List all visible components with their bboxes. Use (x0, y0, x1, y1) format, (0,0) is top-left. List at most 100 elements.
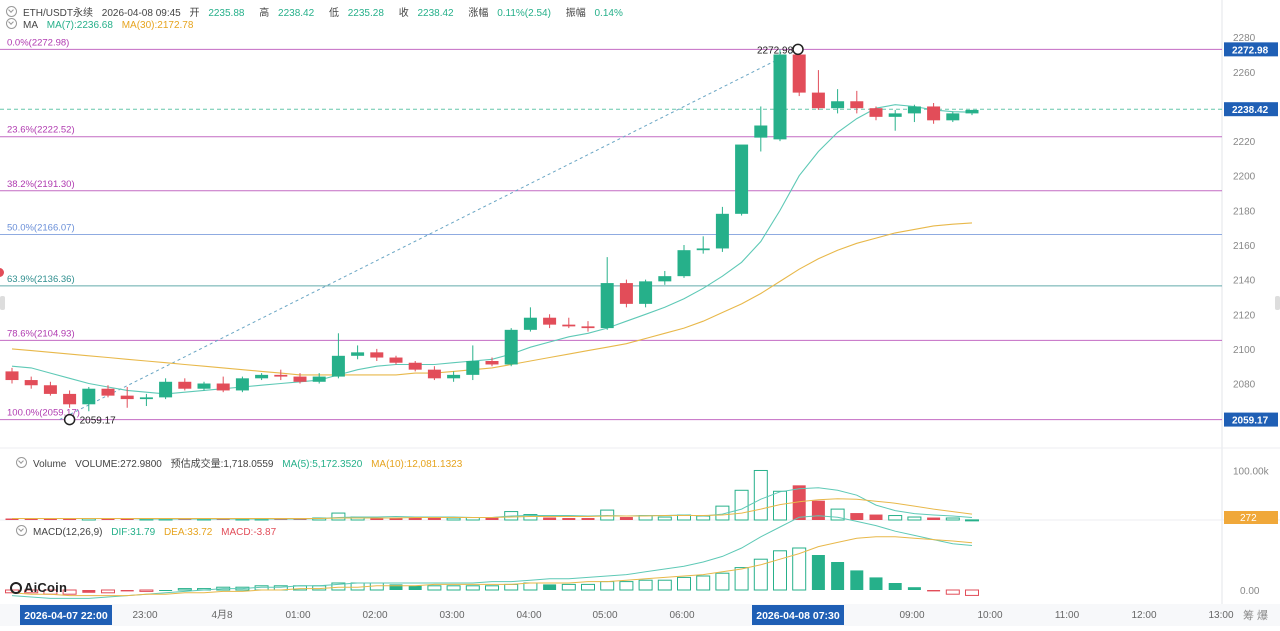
macd-dea-line (11, 536, 973, 597)
volume-bar (43, 519, 57, 521)
right-drag-handle[interactable] (1275, 296, 1280, 310)
left-red-marker (0, 268, 4, 277)
close-value: 2238.42 (417, 8, 454, 19)
macd-histogram-bar (600, 581, 615, 591)
candle-body (677, 250, 691, 277)
ma7-value: MA(7):2236.68 (46, 20, 113, 31)
left-drag-handle[interactable] (0, 296, 5, 310)
volume-ma5-line (12, 487, 973, 520)
volume-bar (446, 517, 461, 521)
volume-bar (657, 516, 672, 521)
volume-bar (945, 517, 960, 521)
macd-histogram-bar (734, 567, 749, 591)
candle-body (216, 383, 230, 391)
volume-tick-label: 100.00k (1233, 466, 1270, 477)
collapse-icon[interactable] (6, 6, 17, 17)
volume-bar (927, 517, 941, 520)
candle-body (946, 113, 960, 121)
macd-histogram-bar (907, 587, 921, 590)
macd-histogram-bar (408, 585, 422, 590)
time-badge-bg (752, 605, 844, 625)
price-tick-label: 2260 (1233, 68, 1256, 79)
candle-body (562, 324, 576, 327)
ma-header: MA MA(7):2236.68 MA(30):2172.78 (6, 18, 199, 31)
macd-histogram-bar (945, 589, 960, 595)
volume-bar (811, 500, 825, 520)
volume-bar (753, 469, 768, 521)
candle-body (408, 362, 422, 370)
candle-body (600, 283, 614, 329)
volume-header: Volume VOLUME:272.9800 预估成交量:1,718.0559 … (16, 455, 468, 470)
macd-histogram-bar (811, 555, 825, 590)
macd-header: MACD(12,26,9) DIF:31.79 DEA:33.72 MACD:-… (16, 525, 282, 538)
macd-value: MACD:-3.87 (221, 527, 277, 538)
macd-histogram-bar (696, 575, 711, 591)
fib-label: 100.0%(2059.17) (7, 408, 80, 419)
volume-estimate: 预估成交量:1,718.0559 (170, 459, 274, 470)
macd-histogram-bar (101, 589, 115, 594)
candle-body (197, 383, 211, 389)
macd-histogram-bar (657, 579, 672, 591)
fib-label: 0.0%(2272.98) (7, 37, 69, 48)
candle-body (255, 374, 269, 379)
candle-body (792, 54, 806, 93)
macd-histogram-bar (888, 583, 902, 590)
high-annotation: 2272.98 (757, 45, 794, 56)
time-tick-label: 13:00 (1208, 610, 1233, 621)
low-annotation: 2059.17 (80, 416, 117, 427)
candle-body (427, 369, 441, 379)
macd-histogram-bar (638, 579, 653, 591)
ohlc-header: ETH/USDT永续 2026-04-08 09:45 开 2235.88 高 … (6, 4, 635, 19)
collapse-icon[interactable] (16, 525, 27, 536)
aicoin-logo-icon (10, 582, 22, 594)
candle-body (120, 395, 134, 400)
low-price-badge: 2059.17 (1232, 416, 1269, 427)
bottom-right-tools[interactable]: 筹 爆 (1243, 608, 1268, 622)
volume-bar (63, 519, 77, 521)
volume-bar (408, 518, 422, 520)
candle-body (101, 388, 115, 396)
open-value: 2235.88 (208, 8, 245, 19)
volume-bar (696, 515, 711, 521)
macd-histogram-bar (543, 584, 557, 590)
volume-bar (562, 518, 576, 520)
collapse-icon[interactable] (16, 457, 27, 468)
low-label: 低 (328, 8, 339, 19)
change-value: 0.11%(2.54) (497, 8, 551, 19)
candle-body (639, 281, 653, 304)
volume-bar (5, 518, 19, 520)
macd-histogram-bar (715, 572, 730, 591)
macd-histogram-bar (677, 576, 691, 591)
ma30-value: MA(30):2172.78 (121, 20, 194, 31)
time-tick-label: 09:00 (899, 610, 924, 621)
candle-body (82, 388, 96, 405)
volume-bar (581, 518, 595, 520)
low-price-badge-bg (1224, 412, 1278, 427)
candle-body (523, 317, 537, 330)
candle-body (178, 381, 192, 389)
volume-badge-bg (1224, 511, 1278, 524)
volume-bar (523, 514, 538, 521)
candle-body (331, 355, 345, 377)
volume-bar (869, 514, 883, 520)
low-marker (63, 413, 76, 426)
volume-badge: 272 (1240, 513, 1257, 524)
candle-body (24, 380, 38, 386)
candle-body (159, 381, 173, 398)
candle-body (869, 108, 883, 117)
candle-body (581, 326, 595, 329)
current-price-badge: 2238.42 (1232, 105, 1269, 116)
macd-histogram-bar (850, 570, 864, 590)
candle-body (370, 352, 384, 358)
fib-label: 23.6%(2222.52) (7, 125, 75, 136)
macd-histogram-bar (773, 550, 787, 591)
volume-bar (427, 517, 441, 520)
macd-histogram-bar (139, 589, 154, 592)
macd-histogram-bar (504, 583, 519, 591)
close-label: 收 (398, 8, 409, 19)
collapse-icon[interactable] (6, 18, 17, 29)
time-tick-label: 06:00 (669, 610, 694, 621)
time-tick-label: 05:00 (592, 610, 617, 621)
